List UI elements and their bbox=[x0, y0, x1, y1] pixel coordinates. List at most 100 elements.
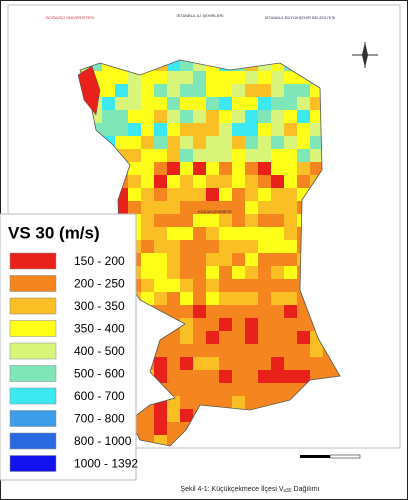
map-cell bbox=[271, 240, 284, 253]
map-cell bbox=[310, 110, 323, 123]
map-cell bbox=[180, 214, 193, 227]
map-cell bbox=[271, 214, 284, 227]
map-cell bbox=[206, 305, 219, 318]
map-cell bbox=[115, 123, 128, 136]
map-cell bbox=[193, 214, 206, 227]
map-cell bbox=[232, 292, 245, 305]
map-cell bbox=[154, 227, 167, 240]
map-cell bbox=[89, 60, 102, 71]
map-cell bbox=[206, 344, 219, 357]
scale-bar bbox=[300, 454, 361, 459]
map-cell bbox=[297, 97, 310, 110]
map-cell bbox=[271, 266, 284, 279]
map-cell bbox=[219, 162, 232, 175]
map-cell bbox=[193, 370, 206, 383]
map-cell bbox=[141, 292, 154, 305]
map-cell bbox=[115, 110, 128, 123]
map-cell bbox=[258, 97, 271, 110]
map-cell bbox=[258, 292, 271, 305]
map-cell bbox=[154, 97, 167, 110]
map-cell bbox=[141, 409, 154, 422]
map-cell bbox=[258, 344, 271, 357]
map-cell bbox=[245, 279, 258, 292]
map-cell bbox=[193, 383, 206, 396]
map-cell bbox=[128, 97, 141, 110]
map-cell bbox=[167, 227, 180, 240]
map-cell bbox=[193, 175, 206, 188]
map-cell bbox=[258, 84, 271, 97]
map-cell bbox=[128, 149, 141, 162]
map-cell bbox=[193, 60, 206, 71]
map-cell bbox=[310, 357, 323, 370]
map-cell bbox=[180, 136, 193, 149]
map-cell bbox=[232, 383, 245, 396]
map-cell bbox=[141, 123, 154, 136]
map-cell bbox=[193, 253, 206, 266]
legend-label: 500 - 600 bbox=[74, 367, 125, 381]
map-cell bbox=[154, 253, 167, 266]
lake-shore bbox=[77, 65, 101, 116]
map-cell bbox=[271, 331, 284, 344]
map-cell bbox=[245, 71, 258, 84]
legend-swatch bbox=[9, 365, 57, 382]
map-cell bbox=[219, 149, 232, 162]
caption-sub: s30 bbox=[284, 488, 292, 494]
legend-swatch bbox=[9, 297, 57, 315]
map-cell bbox=[284, 292, 297, 305]
map-cell bbox=[284, 240, 297, 253]
map-cell bbox=[167, 201, 180, 214]
map-cell bbox=[284, 84, 297, 97]
legend: VS 30 (m/s) 150 - 200 200 - 250 300 - 350 3… bbox=[0, 213, 138, 481]
map-cell bbox=[219, 318, 232, 331]
map-cell bbox=[141, 97, 154, 110]
legend-swatch bbox=[9, 320, 57, 337]
map-cell bbox=[271, 305, 284, 318]
map-cell bbox=[167, 110, 180, 123]
map-cell bbox=[245, 136, 258, 149]
map-cell bbox=[219, 344, 232, 357]
map-cell bbox=[258, 201, 271, 214]
map-cell bbox=[167, 240, 180, 253]
map-cell bbox=[219, 305, 232, 318]
map-cell bbox=[180, 162, 193, 175]
map-cell bbox=[102, 97, 115, 110]
map-cell bbox=[167, 305, 180, 318]
map-cell bbox=[206, 110, 219, 123]
map-cell bbox=[180, 240, 193, 253]
map-cell bbox=[193, 227, 206, 240]
map-cell bbox=[154, 71, 167, 84]
map-cell bbox=[167, 123, 180, 136]
map-cell bbox=[284, 305, 297, 318]
map-cell bbox=[128, 188, 141, 201]
map-cell bbox=[206, 279, 219, 292]
map-cell bbox=[245, 188, 258, 201]
map-cell bbox=[271, 97, 284, 110]
map-cell bbox=[128, 201, 141, 214]
map-cell bbox=[219, 383, 232, 396]
map-cell bbox=[102, 110, 115, 123]
map-cell bbox=[245, 344, 258, 357]
map-cell bbox=[206, 201, 219, 214]
map-cell bbox=[193, 266, 206, 279]
map-cell bbox=[232, 396, 245, 409]
map-cell bbox=[232, 123, 245, 136]
map-cell bbox=[232, 357, 245, 370]
map-cell bbox=[232, 253, 245, 266]
map-cell bbox=[284, 136, 297, 149]
map-cell bbox=[258, 149, 271, 162]
map-cell bbox=[154, 435, 167, 446]
map-cell bbox=[232, 110, 245, 123]
map-cell bbox=[232, 318, 245, 331]
legend-swatch bbox=[9, 432, 57, 450]
map-cell bbox=[271, 110, 284, 123]
map-cell bbox=[245, 110, 258, 123]
map-cell bbox=[258, 136, 271, 149]
map-cell bbox=[245, 84, 258, 97]
map-cell bbox=[115, 84, 128, 97]
map-cell bbox=[284, 227, 297, 240]
legend-swatch bbox=[9, 275, 57, 292]
map-cell bbox=[193, 201, 206, 214]
map-cell bbox=[206, 383, 219, 396]
map-cell bbox=[167, 71, 180, 84]
map-cell bbox=[167, 292, 180, 305]
